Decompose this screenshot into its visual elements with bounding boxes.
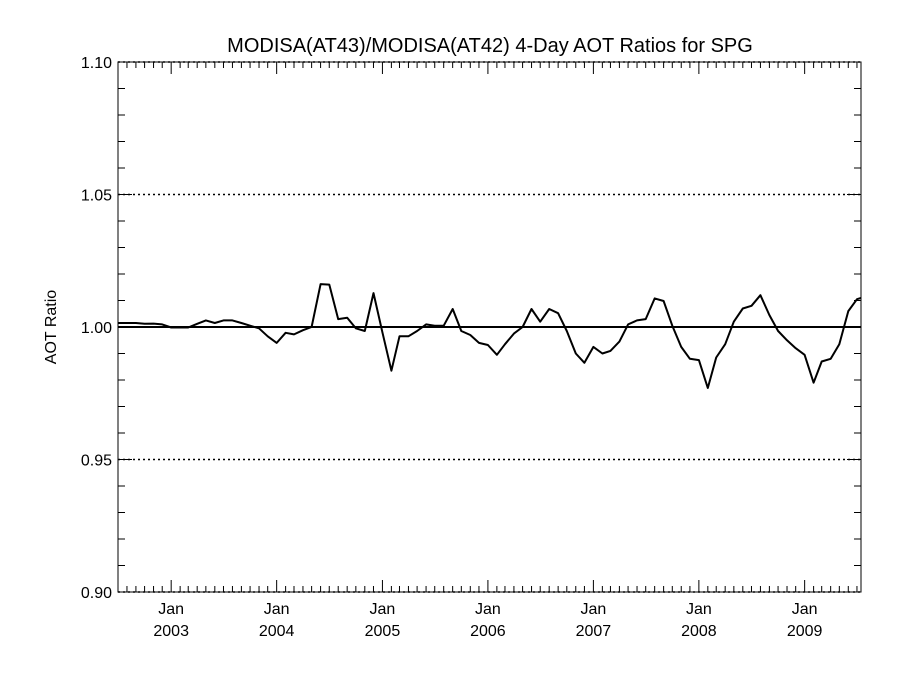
y-axis-label: AOT Ratio	[43, 290, 60, 365]
y-tick-label: 0.90	[81, 585, 112, 602]
x-tick-label-month: Jan	[792, 601, 818, 618]
x-tick-label-month: Jan	[370, 601, 396, 618]
x-tick-label-year: 2008	[681, 623, 717, 640]
x-tick-label-year: 2009	[787, 623, 823, 640]
axis-ticks	[117, 61, 861, 593]
x-tick-label-month: Jan	[686, 601, 712, 618]
x-tick-label-month: Jan	[158, 601, 184, 618]
x-tick-label-month: Jan	[264, 601, 290, 618]
y-tick-label: 1.10	[81, 55, 112, 72]
x-tick-label-month: Jan	[580, 601, 606, 618]
series-line-aot-ratio	[118, 283, 862, 389]
x-tick-label-year: 2003	[153, 623, 189, 640]
x-tick-label-year: 2004	[259, 623, 295, 640]
x-tick-label-year: 2006	[470, 623, 506, 640]
x-tick-label-month: Jan	[475, 601, 501, 618]
x-tick-label-year: 2007	[576, 623, 612, 640]
y-tick-label: 1.00	[81, 320, 112, 337]
tick-labels: 0.90 0.95 1.00 1.05 1.10 Jan 2003 Jan 2004 Jan 200…	[81, 55, 823, 640]
y-tick-label: 1.05	[81, 188, 112, 205]
chart-title: MODISA(AT43)/MODISA(AT42) 4-Day AOT Rati…	[227, 35, 753, 57]
x-tick-label-year: 2005	[365, 623, 401, 640]
plot-frame	[117, 61, 862, 593]
y-tick-label: 0.95	[81, 453, 112, 470]
